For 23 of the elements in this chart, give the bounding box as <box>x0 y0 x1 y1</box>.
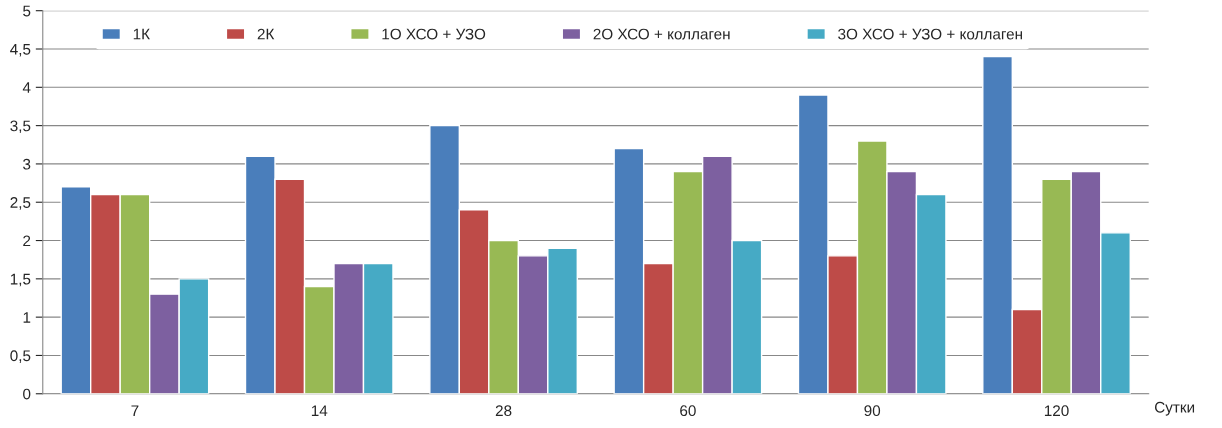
x-axis-title: Сутки <box>1154 401 1195 416</box>
x-tick-label: 90 <box>864 405 881 417</box>
legend-label: 2О ХСО + коллаген <box>593 28 730 40</box>
y-tick-label: 0 <box>23 388 31 400</box>
y-tick-label: 3,5 <box>10 120 31 134</box>
y-tick-label: 2,5 <box>10 197 31 210</box>
y-tick-label: 3 <box>23 158 31 170</box>
y-tick-label: 4 <box>22 82 31 93</box>
y-tick-label: 5 <box>23 5 31 17</box>
legend-label: 3О ХСО + УЗО + коллаген <box>838 28 1022 40</box>
legend-label: 2К <box>257 28 275 40</box>
x-tick-label: 7 <box>131 405 139 416</box>
y-tick-label: 4,5 <box>10 44 31 57</box>
y-tick-label: 1,5 <box>10 273 31 287</box>
legend-label: 1О ХСО + УЗО <box>382 28 486 40</box>
legend-label: 1К <box>133 28 150 40</box>
y-tick-label: 0,5 <box>10 350 31 363</box>
y-tick-label: 2 <box>23 235 31 247</box>
x-tick-label: 120 <box>1044 405 1069 417</box>
x-tick-label: 14 <box>311 405 328 416</box>
x-tick-label: 28 <box>495 405 512 417</box>
x-tick-label: 60 <box>680 405 696 417</box>
y-tick-label: 1 <box>23 312 31 323</box>
